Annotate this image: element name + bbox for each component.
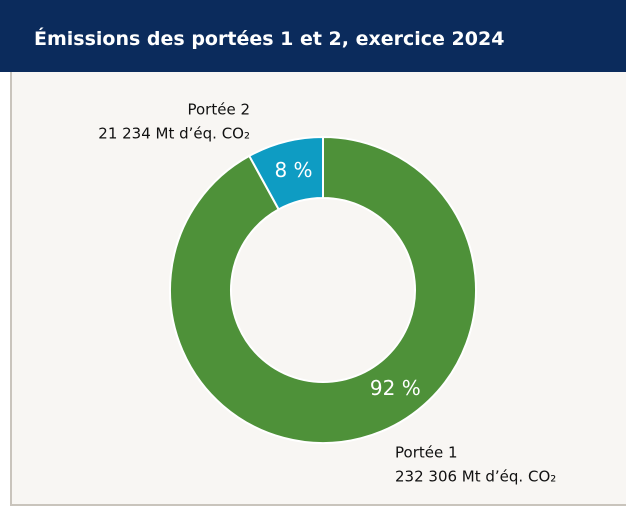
category-label: Portée 2 [187, 101, 250, 119]
category-label: Portée 1 [395, 444, 458, 462]
chart-title: Émissions des portées 1 et 2, exercice 2… [34, 28, 505, 50]
value-label: 8 % [274, 158, 312, 182]
slice [247, 135, 324, 211]
header: Émissions des portées 1 et 2, exercice 2… [0, 0, 626, 72]
slice [169, 135, 477, 444]
annotation: 232 306 Mt d’éq. CO₂ [395, 468, 556, 486]
annotation: 21 234 Mt d’éq. CO₂ [98, 125, 250, 143]
value-label: 92 % [370, 376, 421, 400]
